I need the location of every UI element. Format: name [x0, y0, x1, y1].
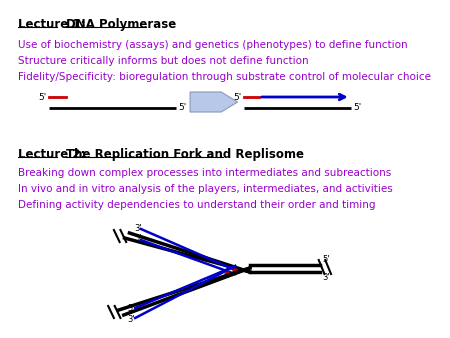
Text: Structure critically informs but does not define function: Structure critically informs but does no… — [18, 56, 309, 66]
Text: Lecture 1:: Lecture 1: — [18, 18, 86, 31]
Text: Breaking down complex processes into intermediates and subreactions: Breaking down complex processes into int… — [18, 168, 392, 178]
Text: 5': 5' — [179, 103, 187, 113]
Text: 5': 5' — [127, 304, 135, 313]
Text: Fidelity/Specificity: bioregulation through substrate control of molecular choic: Fidelity/Specificity: bioregulation thro… — [18, 72, 431, 82]
Text: 5': 5' — [322, 255, 329, 264]
Text: 5': 5' — [234, 93, 242, 101]
FancyArrow shape — [190, 92, 238, 112]
Text: The Replication Fork and Replisome: The Replication Fork and Replisome — [66, 148, 304, 161]
Text: 3': 3' — [127, 315, 135, 324]
Text: 3': 3' — [322, 273, 329, 283]
Text: DNA Polymerase: DNA Polymerase — [66, 18, 176, 31]
Text: 5': 5' — [38, 93, 47, 101]
Text: 5': 5' — [135, 234, 142, 243]
Text: 3': 3' — [135, 224, 142, 233]
Text: In vivo and in vitro analysis of the players, intermediates, and activities: In vivo and in vitro analysis of the pla… — [18, 184, 393, 194]
Text: Lecture 2:: Lecture 2: — [18, 148, 86, 161]
Text: Defining activity dependencies to understand their order and timing: Defining activity dependencies to unders… — [18, 200, 376, 210]
Text: 5': 5' — [353, 103, 361, 113]
Text: Use of biochemistry (assays) and genetics (phenotypes) to define function: Use of biochemistry (assays) and genetic… — [18, 40, 408, 50]
